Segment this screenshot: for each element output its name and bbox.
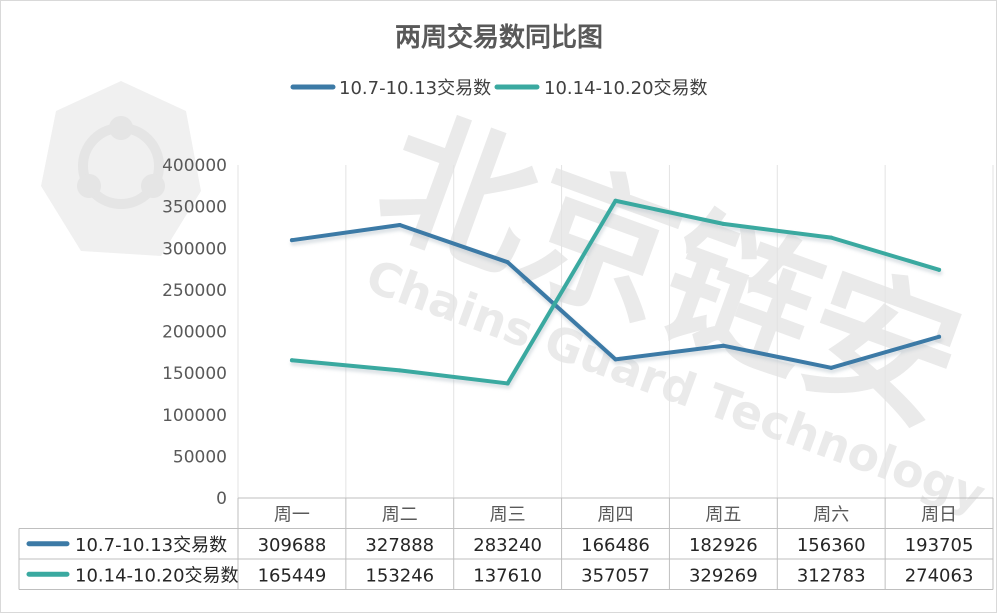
y-tick-label-0: 0 [216,489,227,509]
data-point-s2-5 [721,221,726,226]
y-tick-label-200000: 200000 [162,323,227,343]
table-cell-s1-7: 193705 [905,535,974,556]
data-point-s2-1 [289,358,294,363]
table-cell-s1-5: 182926 [689,535,758,556]
x-category-label-6: 周六 [813,504,849,525]
x-category-label-1: 周一 [274,504,310,525]
chart-title: 两周交易数同比图 [395,22,603,53]
data-point-s1-7 [937,334,942,339]
legend: 10.7-10.13交易数 10.14-10.20交易数 [290,78,708,99]
x-category-label-5: 周五 [705,504,741,525]
data-point-s1-6 [829,365,834,370]
table-cell-s2-1: 165449 [258,565,327,586]
legend-label-series-1: 10.7-10.13交易数 [339,78,491,99]
series-line-shadow-1 [290,225,943,374]
data-point-s2-7 [937,267,942,272]
series-lines [289,198,943,389]
series-line-shadow-2 [290,201,943,389]
y-tick-label-250000: 250000 [162,281,227,301]
y-tick-label-100000: 100000 [162,406,227,426]
y-tick-label-400000: 400000 [162,156,227,176]
y-axis-ticks: 0 50000 100000 150000 200000 250000 300000 3500… [162,156,227,509]
data-point-s1-1 [289,238,294,243]
data-point-s2-6 [829,235,834,240]
data-point-s2-3 [505,381,510,386]
y-tick-label-150000: 150000 [162,364,227,384]
table-cell-s2-3: 137610 [473,565,542,586]
legend-label-series-2: 10.14-10.20交易数 [544,78,708,99]
watermark-logo-icon [41,81,201,256]
table-cell-s2-5: 329269 [689,565,758,586]
table-cell-s1-3: 283240 [473,535,542,556]
table-cell-s1-4: 166486 [581,535,650,556]
y-tick-label-350000: 350000 [162,198,227,218]
data-point-s1-4 [613,357,618,362]
data-point-s1-3 [505,260,510,265]
table-cell-s1-1: 309688 [258,535,327,556]
data-point-s2-2 [397,368,402,373]
data-point-s1-5 [721,343,726,348]
x-category-label-3: 周三 [490,504,526,525]
table-cell-s2-7: 274063 [905,565,974,586]
table-row-label-1: 10.7-10.13交易数 [75,535,227,556]
y-tick-label-300000: 300000 [162,239,227,259]
data-point-s2-4 [613,198,618,203]
table-cell-s1-6: 156360 [797,535,866,556]
data-table: 周一 周二 周三 周四 周五 周六 周日 10.7-10.13交易数 309688 327888 2… [18,497,994,590]
table-cell-s2-6: 312783 [797,565,866,586]
table-cell-s2-2: 153246 [365,565,434,586]
table-cell-s1-2: 327888 [365,535,434,556]
data-point-s1-2 [397,223,402,228]
table-cell-s2-4: 357057 [581,565,650,586]
table-row-label-2: 10.14-10.20交易数 [75,565,239,586]
x-category-label-7: 周日 [921,504,957,525]
x-category-label-4: 周四 [598,504,634,525]
y-tick-label-50000: 50000 [173,447,227,467]
x-category-label-2: 周二 [382,504,418,525]
gridlines [237,165,994,498]
